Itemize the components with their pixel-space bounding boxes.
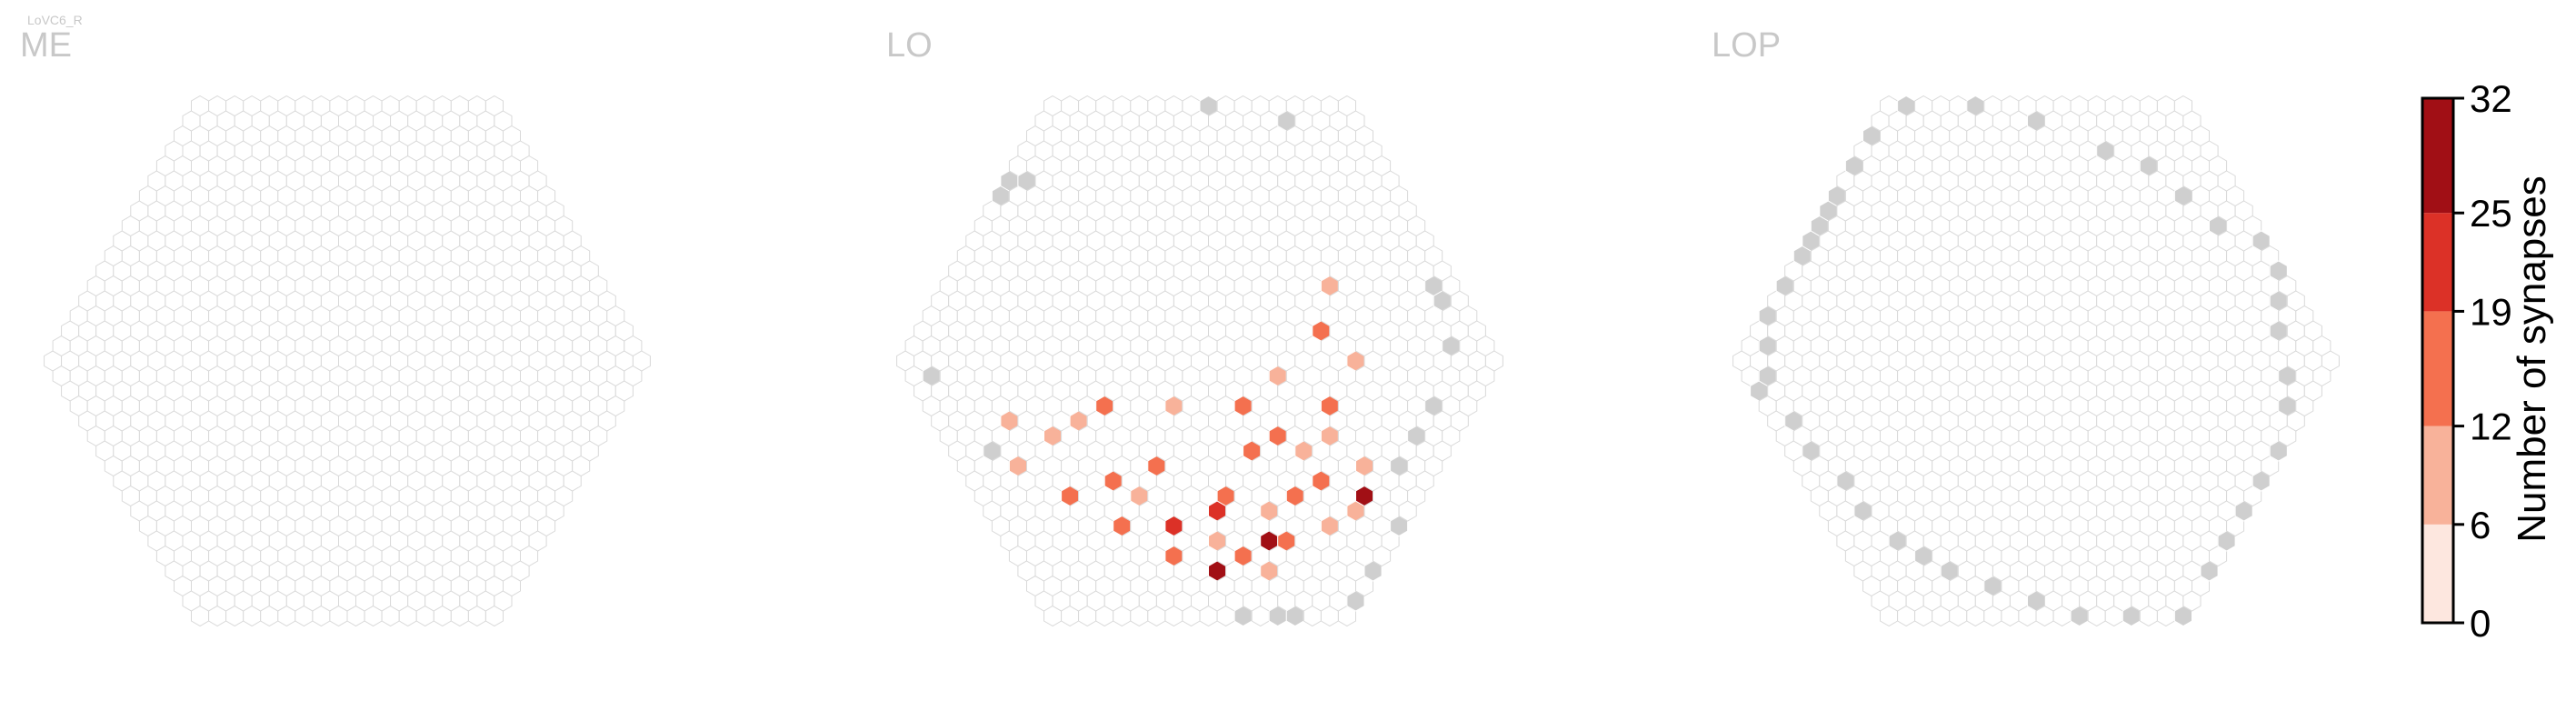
hex-grid <box>1732 95 2340 627</box>
hex-grid <box>896 95 1503 627</box>
colorbar-segment <box>2422 311 2453 426</box>
hex-cell <box>2321 350 2340 372</box>
colorbar-tick-label: 0 <box>2470 602 2491 645</box>
colorbar: Number of synapses 0 6 12 19 25 32 <box>2421 77 2554 645</box>
cell-type-label: LoVC6_R <box>27 13 83 27</box>
colorbar-segment <box>2422 213 2453 312</box>
colorbar-tick-label: 12 <box>2470 406 2512 448</box>
colorbar-label: Number of synapses <box>2510 175 2554 543</box>
colorbar-segment <box>2422 426 2453 525</box>
colorbar-tick-label: 19 <box>2470 290 2512 333</box>
hex-cell <box>632 350 651 372</box>
panel-lo: LO <box>886 26 1503 627</box>
panel-me: ME <box>20 26 651 627</box>
colorbar-tick-label: 25 <box>2470 192 2512 235</box>
panel-title-lo: LO <box>886 26 933 65</box>
colorbar-segment <box>2422 98 2453 214</box>
colorbar-frame <box>2421 96 2455 625</box>
colorbar-segment <box>2422 524 2453 623</box>
colorbar-tick-label: 32 <box>2470 77 2512 120</box>
panel-title-lop: LOP <box>1712 26 1781 65</box>
hex-grid <box>44 95 651 627</box>
panel-lop: LOP <box>1712 26 2340 627</box>
panel-title-me: ME <box>20 26 72 65</box>
colorbar-tick-label: 6 <box>2470 504 2491 546</box>
hex-cell <box>1484 350 1503 372</box>
